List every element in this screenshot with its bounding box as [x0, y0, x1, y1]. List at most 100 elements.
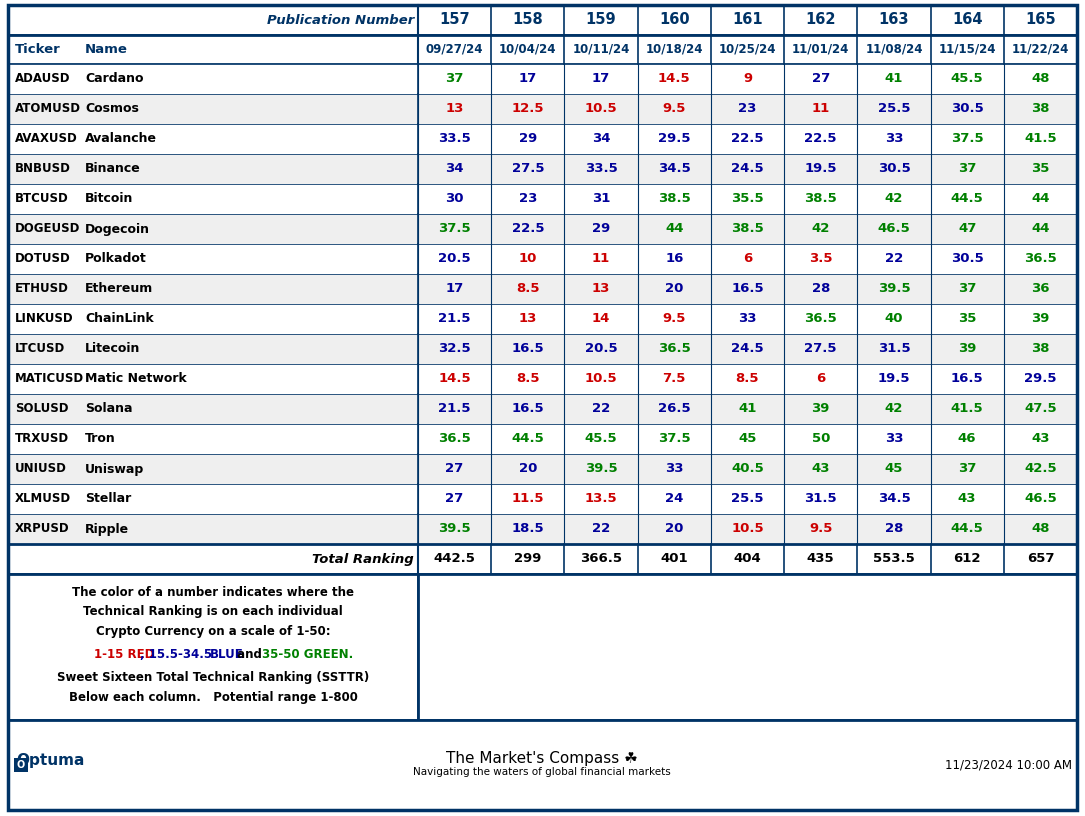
Text: 8.5: 8.5 [516, 282, 539, 295]
Bar [8, 154, 1077, 184]
Text: 27.5: 27.5 [512, 162, 544, 175]
Text: LINKUSD: LINKUSD [15, 313, 74, 326]
Text: 33: 33 [738, 313, 756, 326]
Text: 9: 9 [743, 73, 752, 86]
Text: 44.5: 44.5 [950, 522, 983, 535]
Text: 10/11/24: 10/11/24 [573, 43, 629, 56]
Text: 29.5: 29.5 [1024, 372, 1057, 385]
Text: 11: 11 [812, 103, 830, 116]
Bar [14, 758, 28, 772]
Text: 159: 159 [586, 12, 616, 28]
Text: , 15.5-34.5: , 15.5-34.5 [140, 648, 217, 660]
Text: 37.5: 37.5 [658, 432, 690, 446]
Text: The color of a number indicates where the: The color of a number indicates where th… [72, 586, 354, 598]
Text: 37: 37 [446, 73, 463, 86]
Text: 16.5: 16.5 [950, 372, 983, 385]
Text: 36.5: 36.5 [804, 313, 838, 326]
Text: AVAXUSD: AVAXUSD [15, 132, 78, 145]
Text: Matic Network: Matic Network [85, 372, 187, 385]
Text: 366.5: 366.5 [580, 552, 622, 565]
Text: 22: 22 [592, 402, 610, 415]
Text: 31: 31 [592, 193, 610, 206]
Text: 11/15/24: 11/15/24 [939, 43, 996, 56]
Text: 6: 6 [816, 372, 826, 385]
Text: 25.5: 25.5 [731, 493, 764, 505]
Text: 8.5: 8.5 [516, 372, 539, 385]
Text: 13.5: 13.5 [585, 493, 617, 505]
Text: 10.5: 10.5 [731, 522, 764, 535]
Text: Navigating the waters of global financial markets: Navigating the waters of global financia… [413, 767, 671, 777]
Text: 41.5: 41.5 [950, 402, 983, 415]
Text: Total Ranking: Total Ranking [312, 552, 414, 565]
Text: 27: 27 [446, 463, 463, 476]
Text: 16.5: 16.5 [731, 282, 764, 295]
Text: 17: 17 [592, 73, 610, 86]
Text: 29: 29 [519, 132, 537, 145]
Text: 14: 14 [592, 313, 610, 326]
Text: 9.5: 9.5 [663, 313, 686, 326]
Text: 162: 162 [805, 12, 835, 28]
Text: 27: 27 [446, 493, 463, 505]
Text: 19.5: 19.5 [804, 162, 837, 175]
Bar [8, 720, 1077, 810]
Text: 3.5: 3.5 [809, 252, 832, 265]
Text: DOGEUSD: DOGEUSD [15, 223, 80, 236]
Text: 18.5: 18.5 [511, 522, 545, 535]
Text: and: and [233, 648, 266, 660]
Text: 44: 44 [1031, 223, 1049, 236]
Text: Tron: Tron [85, 432, 116, 446]
Text: 24.5: 24.5 [731, 343, 764, 356]
Text: 30.5: 30.5 [878, 162, 910, 175]
Text: 22.5: 22.5 [804, 132, 837, 145]
Text: 16.5: 16.5 [511, 402, 545, 415]
Text: 12.5: 12.5 [512, 103, 544, 116]
Text: 20.5: 20.5 [585, 343, 617, 356]
Text: 40.5: 40.5 [731, 463, 764, 476]
Text: 20.5: 20.5 [438, 252, 471, 265]
Text: 27: 27 [812, 73, 830, 86]
Text: 38.5: 38.5 [731, 223, 764, 236]
Bar [8, 214, 1077, 244]
Text: 37: 37 [958, 282, 977, 295]
Text: 42: 42 [812, 223, 830, 236]
Text: 36.5: 36.5 [438, 432, 471, 446]
Bar [8, 394, 1077, 424]
Text: The Market's Compass ☘: The Market's Compass ☘ [446, 752, 638, 766]
Text: 44.5: 44.5 [950, 193, 983, 206]
Text: 39.5: 39.5 [438, 522, 471, 535]
Text: 39.5: 39.5 [878, 282, 910, 295]
Text: 13: 13 [519, 313, 537, 326]
Text: 43: 43 [812, 463, 830, 476]
Text: 45: 45 [738, 432, 756, 446]
Text: 46: 46 [958, 432, 977, 446]
Text: Stellar: Stellar [85, 493, 131, 505]
Text: 38.5: 38.5 [658, 193, 691, 206]
Text: MATICUSD: MATICUSD [15, 372, 85, 385]
Text: 13: 13 [446, 103, 463, 116]
Bar [8, 274, 1077, 304]
Text: Below each column.   Potential range 1-800: Below each column. Potential range 1-800 [68, 691, 357, 704]
Text: 34.5: 34.5 [878, 493, 910, 505]
Text: Cosmos: Cosmos [85, 103, 139, 116]
Text: 404: 404 [733, 552, 762, 565]
Bar [8, 5, 1077, 35]
Text: 32.5: 32.5 [438, 343, 471, 356]
Text: 44: 44 [1031, 193, 1049, 206]
Text: 435: 435 [807, 552, 834, 565]
Text: 1-15 RED: 1-15 RED [94, 648, 154, 660]
Text: Solana: Solana [85, 402, 132, 415]
Bar [8, 544, 1077, 574]
Text: DOTUSD: DOTUSD [15, 252, 71, 265]
Text: 34: 34 [591, 132, 610, 145]
Text: 11/22/24: 11/22/24 [1011, 43, 1069, 56]
Text: ChainLink: ChainLink [85, 313, 154, 326]
Text: 34: 34 [445, 162, 464, 175]
Bar [8, 454, 1077, 484]
Text: Uniswap: Uniswap [85, 463, 144, 476]
Text: 8.5: 8.5 [736, 372, 759, 385]
Text: 20: 20 [519, 463, 537, 476]
Text: 13: 13 [592, 282, 610, 295]
Text: 657: 657 [1026, 552, 1055, 565]
Text: 42: 42 [884, 193, 903, 206]
Text: Ticker: Ticker [15, 43, 61, 56]
